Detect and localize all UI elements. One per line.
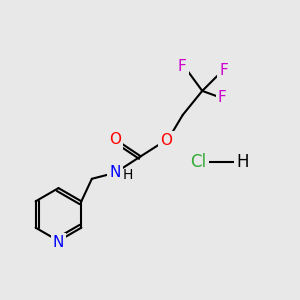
Text: H: H bbox=[237, 153, 249, 171]
Text: F: F bbox=[220, 63, 228, 78]
Text: F: F bbox=[178, 59, 187, 74]
Text: F: F bbox=[218, 90, 227, 105]
Text: O: O bbox=[109, 132, 121, 147]
Text: H: H bbox=[123, 168, 133, 182]
Text: N: N bbox=[110, 165, 121, 180]
Text: O: O bbox=[160, 133, 172, 148]
Text: N: N bbox=[53, 235, 64, 250]
Text: Cl: Cl bbox=[190, 153, 206, 171]
